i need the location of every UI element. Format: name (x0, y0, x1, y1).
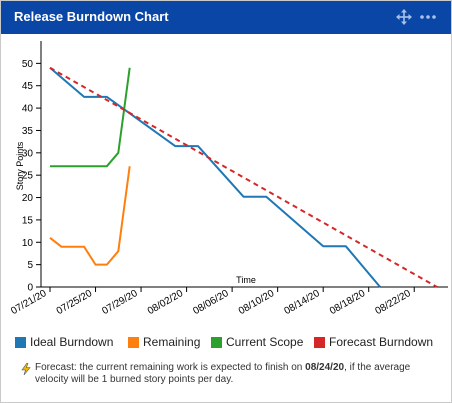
y-tick-label: 0 (27, 283, 33, 294)
x-tick-label: 07/29/20 (100, 288, 140, 317)
legend-label: Ideal Burndown (30, 335, 114, 349)
y-tick-label: 35 (22, 126, 34, 137)
series-line-current-scope (50, 67, 131, 168)
y-tick-label: 5 (27, 260, 33, 271)
forecast-suffix: , if the average velocity will be 1 burn… (35, 362, 411, 385)
x-tick-label: 08/14/20 (282, 288, 322, 317)
y-axis-label: Story Points (15, 141, 25, 190)
y-tick-label: 50 (22, 59, 34, 70)
forecast-text: Forecast: the current remaining work is … (35, 362, 435, 386)
x-tick-label: 08/22/20 (374, 288, 414, 317)
more-dots-icon[interactable] (419, 8, 437, 26)
widget-title: Release Burndown Chart (14, 9, 169, 24)
legend-label: Remaining (143, 335, 201, 349)
move-arrows-icon[interactable] (395, 8, 413, 26)
legend-swatch (314, 337, 325, 348)
x-axis-label: Time (236, 275, 256, 285)
y-tick-label: 25 (22, 171, 34, 182)
series-line-forecast-burndown (49, 66, 438, 288)
y-tick-label: 40 (22, 104, 34, 115)
legend-swatch (128, 337, 139, 348)
lightning-bolt-icon (21, 362, 31, 376)
legend-swatch (15, 337, 26, 348)
burndown-chart: 0 5 10 15 20 25 30 35 40 45 50 07/21/20 07/25/20 07/2… (1, 34, 451, 319)
widget-header: Release Burndown Chart (1, 1, 451, 34)
chart-legend: Ideal Burndown Remaining Current Scope F… (15, 334, 447, 352)
x-tick-label: 08/06/20 (191, 288, 231, 317)
forecast-date: 08/24/20 (305, 362, 345, 373)
legend-label: Current Scope (226, 335, 304, 349)
x-tick-label: 08/18/20 (328, 288, 368, 317)
legend-label: Forecast Burndown (329, 335, 434, 349)
y-tick-label: 10 (22, 238, 34, 249)
x-tick-label: 07/25/20 (55, 288, 95, 317)
legend-swatch (211, 337, 222, 348)
y-tick-label: 15 (22, 215, 34, 226)
forecast-prefix: Forecast: the current remaining work is … (35, 362, 306, 373)
series-line-ideal-burndown (49, 67, 381, 288)
x-tick-label: 08/10/20 (237, 288, 277, 317)
series-line-remaining (49, 166, 131, 266)
x-tick-label: 08/02/20 (146, 288, 186, 317)
y-tick-label: 20 (22, 193, 34, 204)
y-tick-label: 30 (22, 148, 34, 159)
y-tick-label: 45 (22, 81, 34, 92)
